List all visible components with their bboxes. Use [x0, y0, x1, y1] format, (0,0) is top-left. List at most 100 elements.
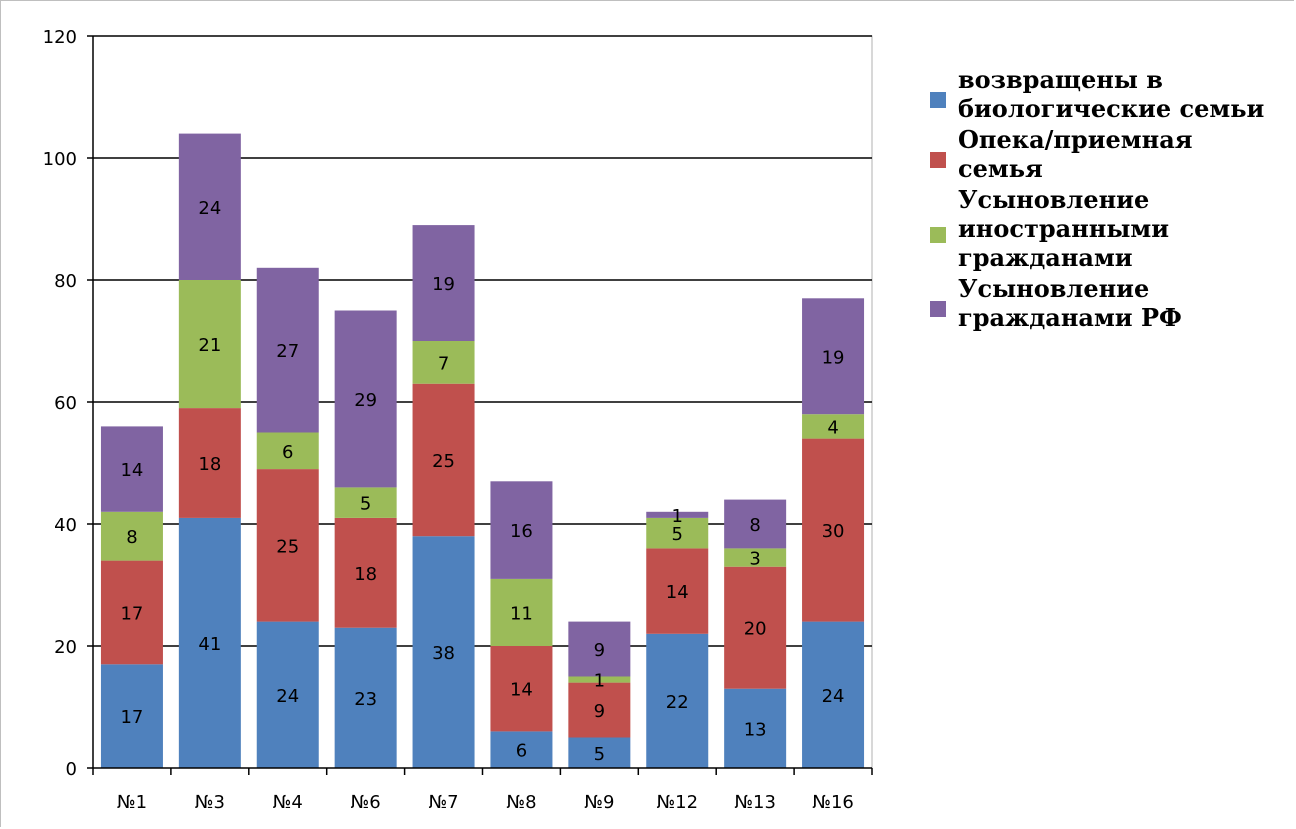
bar-segment — [568, 676, 631, 683]
data-label: 16 — [510, 521, 533, 542]
data-label: 27 — [276, 341, 299, 362]
x-tick-label: №4 — [273, 792, 303, 813]
bar-segment — [256, 621, 319, 768]
legend-item-guardianship: Опека/приемная семья — [930, 125, 1290, 183]
y-tick-label: 0 — [66, 759, 77, 780]
bar-segment — [178, 133, 241, 280]
bar-segment — [568, 682, 631, 738]
legend-swatch-guardianship — [930, 152, 946, 168]
data-label: 38 — [432, 643, 455, 664]
data-label: 3 — [749, 549, 760, 570]
data-label: 14 — [666, 582, 689, 603]
data-label: 8 — [749, 515, 760, 536]
legend: возвращены в биологические семьи Опека/п… — [930, 65, 1290, 334]
bar-segment — [802, 621, 865, 768]
x-tick-label: №12 — [656, 792, 698, 813]
data-label: 24 — [276, 686, 299, 707]
bar-segment — [568, 621, 631, 677]
data-label: 9 — [594, 640, 605, 661]
x-tick-label: №13 — [734, 792, 776, 813]
y-tick-label: 80 — [54, 271, 77, 292]
bar-segment — [178, 280, 241, 409]
x-tick-label: №9 — [584, 792, 614, 813]
bar-segment — [412, 383, 475, 537]
data-label: 30 — [822, 521, 845, 542]
data-label: 5 — [360, 494, 371, 515]
bar-segment — [724, 548, 787, 567]
bar-segment — [724, 566, 787, 689]
bar-segment — [646, 517, 709, 549]
data-label: 11 — [510, 603, 533, 624]
x-tick-label: №1 — [117, 792, 147, 813]
data-label: 24 — [822, 686, 845, 707]
bar-segment — [724, 688, 787, 768]
data-label: 25 — [432, 451, 455, 472]
bar-segment — [412, 536, 475, 768]
data-label: 19 — [822, 347, 845, 368]
y-tick-label: 120 — [43, 27, 77, 48]
legend-swatch-biological-families — [930, 92, 946, 108]
legend-item-domestic-adoption: Усыновление гражданами РФ — [930, 274, 1290, 332]
data-label: 25 — [276, 536, 299, 557]
data-label: 9 — [594, 701, 605, 722]
bar-segment — [334, 487, 397, 518]
x-tick-labels: №1 №3 №4 №6 №7 №8 №9 №12 №13 №16 — [117, 792, 854, 813]
data-label: 8 — [126, 527, 137, 548]
bar-segment — [490, 481, 553, 579]
data-label: 41 — [198, 634, 221, 655]
data-label: 5 — [672, 524, 683, 545]
data-label: 19 — [432, 274, 455, 295]
data-label: 20 — [744, 619, 767, 640]
data-label: 18 — [354, 564, 377, 585]
legend-label-guardianship: Опека/приемная семья — [958, 125, 1193, 183]
data-label: 5 — [594, 744, 605, 765]
data-label: 17 — [120, 707, 143, 728]
data-label: 6 — [516, 741, 527, 762]
legend-item-foreign-adoption: Усыновление иностранными гражданами — [930, 185, 1290, 272]
bar-segment — [334, 627, 397, 768]
data-label: 21 — [198, 335, 221, 356]
data-label: 4 — [827, 417, 838, 438]
data-label: 1 — [594, 671, 605, 692]
bar-segment — [646, 511, 709, 518]
bar-segment — [100, 511, 163, 561]
bar-segment — [646, 633, 709, 768]
bar-segment — [100, 664, 163, 768]
y-tick-label: 40 — [54, 515, 77, 536]
data-label: 14 — [510, 680, 533, 701]
data-label: 18 — [198, 454, 221, 475]
bar-segment — [802, 298, 865, 415]
y-tick-labels: 0 20 40 60 80 100 120 — [43, 27, 77, 780]
data-label: 13 — [744, 719, 767, 740]
bars — [100, 133, 865, 768]
data-label: 14 — [120, 460, 143, 481]
data-label: 7 — [438, 353, 449, 374]
bar-segment — [412, 341, 475, 384]
bar-segment — [256, 469, 319, 622]
bar-segment — [724, 499, 787, 549]
data-label: 6 — [282, 442, 293, 463]
legend-label-biological-families: возвращены в биологические семьи — [958, 65, 1265, 123]
x-tick-label: №8 — [506, 792, 536, 813]
bar-segment — [802, 438, 865, 622]
axes — [87, 35, 873, 775]
bar-segment — [568, 737, 631, 768]
data-label: 29 — [354, 390, 377, 411]
data-label: 22 — [666, 692, 689, 713]
legend-label-foreign-adoption: Усыновление иностранными гражданами — [958, 185, 1170, 272]
data-label: 24 — [198, 198, 221, 219]
bar-segment — [256, 432, 319, 470]
x-tick-label: №7 — [428, 792, 458, 813]
data-label: 17 — [120, 603, 143, 624]
bar-segment — [100, 560, 163, 665]
y-tick-label: 60 — [54, 393, 77, 414]
y-tick-label: 20 — [54, 637, 77, 658]
x-tick-label: №3 — [195, 792, 225, 813]
bar-segment — [100, 426, 163, 512]
bar-segment — [802, 414, 865, 439]
bar-segment — [178, 408, 241, 518]
data-label: 23 — [354, 689, 377, 710]
y-tick-label: 100 — [43, 149, 77, 170]
